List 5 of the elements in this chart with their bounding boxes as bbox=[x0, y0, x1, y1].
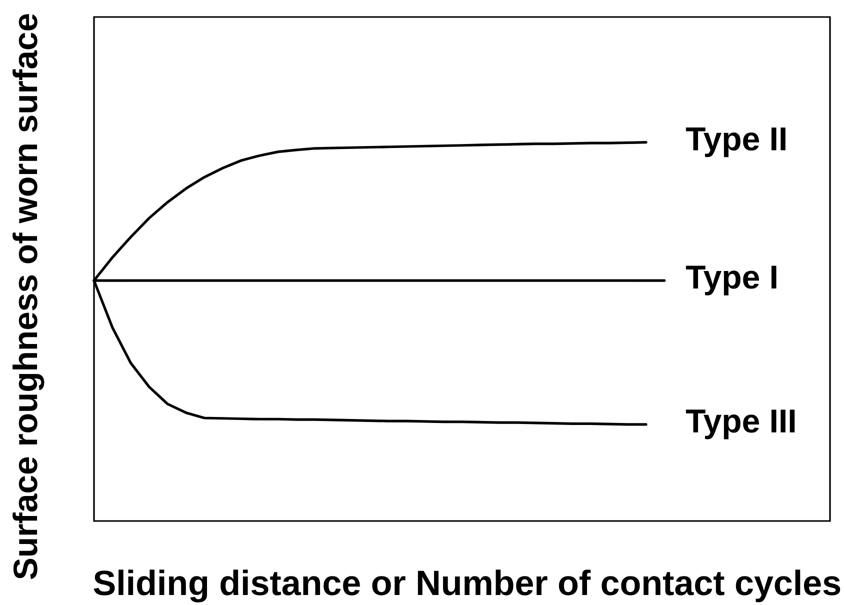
y-axis-title: Surface roughness of worn surface bbox=[12, 14, 44, 580]
series-label: Type II bbox=[686, 128, 786, 158]
x-axis-title: Sliding distance or Number of contact cycles bbox=[94, 570, 840, 602]
series-label: Type I bbox=[686, 266, 776, 296]
series-label: Type III bbox=[686, 410, 795, 440]
